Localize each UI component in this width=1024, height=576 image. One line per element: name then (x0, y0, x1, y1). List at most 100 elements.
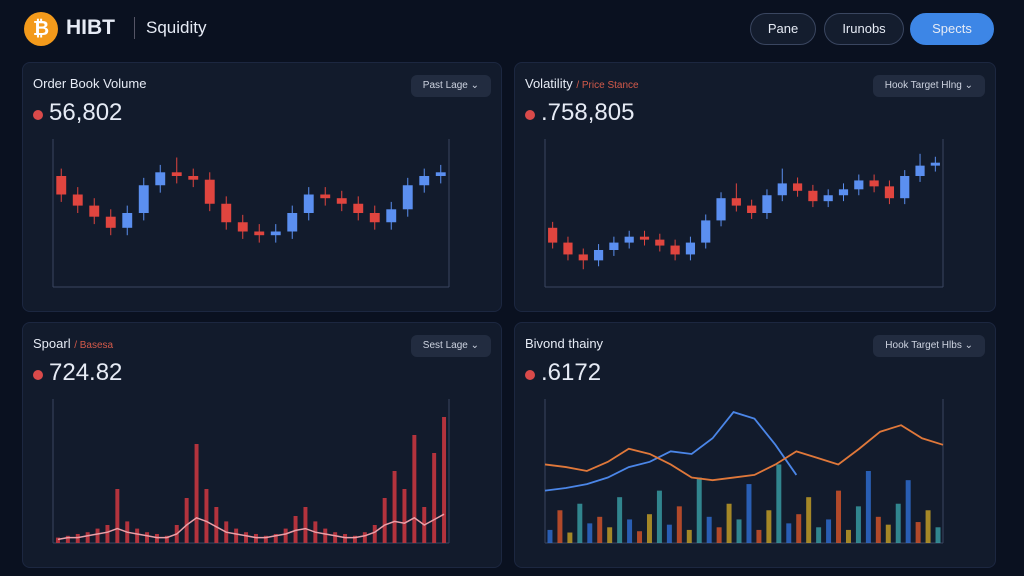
bar (855, 506, 861, 543)
bar (806, 497, 812, 543)
candle-body (188, 176, 199, 180)
value-text: .6172 (541, 359, 602, 386)
bar (646, 514, 652, 543)
bar (627, 519, 633, 543)
bar (95, 528, 100, 543)
bar (607, 527, 613, 543)
candle-body (287, 213, 298, 232)
candle-body (884, 186, 895, 199)
candle-body (435, 172, 446, 176)
bar (273, 534, 278, 543)
bar (75, 534, 80, 543)
candle-body (336, 198, 347, 204)
bar (836, 490, 842, 543)
bar (756, 529, 762, 543)
chart (52, 139, 450, 288)
candle-body (701, 220, 711, 243)
candle-body (254, 231, 265, 236)
candle-body (122, 213, 133, 228)
value-icon (33, 110, 43, 120)
bar (666, 524, 672, 543)
candle-body (670, 245, 680, 255)
bar (547, 529, 553, 543)
header: ₿ HIBT Squidity Pane Irunobs Spects (0, 0, 1024, 58)
bar (214, 507, 219, 543)
panel: Order Book Volume Past Lage ⌄ 56,802 (22, 62, 502, 312)
big-value: .758,805 (525, 99, 634, 127)
bar (263, 535, 268, 543)
dropdown[interactable]: Past Lage ⌄ (410, 75, 491, 97)
bar (442, 417, 447, 543)
bar (253, 534, 258, 543)
line (544, 424, 944, 482)
subtitle: / Price Stance (576, 80, 639, 91)
bar (905, 480, 911, 543)
panel-title: Volatility / Price Stance (525, 76, 639, 91)
dropdown[interactable]: Hook Target Hlbs ⌄ (873, 335, 985, 357)
nav-button[interactable]: Pane (750, 13, 816, 45)
bar (577, 503, 583, 543)
panel-title: Order Book Volume (33, 76, 146, 91)
big-value: 56,802 (33, 99, 122, 127)
bar (617, 497, 623, 543)
bar (412, 435, 417, 543)
bar (726, 503, 732, 543)
bar (796, 514, 802, 543)
bar (567, 532, 573, 543)
bar (716, 527, 722, 543)
candle-body (655, 239, 665, 246)
nav-button[interactable]: Spects (910, 13, 994, 45)
bar (194, 444, 199, 543)
candle-body (204, 179, 215, 204)
candle-body (56, 176, 67, 195)
bar (283, 528, 288, 543)
bar (372, 525, 377, 543)
value-icon (525, 110, 535, 120)
candle-body (171, 172, 182, 176)
bar (885, 524, 891, 543)
bar (343, 534, 348, 543)
candle-body (716, 198, 726, 221)
bar (637, 531, 643, 543)
bar (826, 519, 832, 543)
candle-body (792, 183, 803, 191)
candle-body (105, 216, 116, 228)
dropdown[interactable]: Hook Target Hlng ⌄ (872, 75, 985, 97)
bar (875, 516, 881, 543)
dropdown-label: Hook Target Hlbs (885, 340, 962, 351)
bar (362, 532, 367, 543)
value-text: .758,805 (541, 99, 635, 126)
nav-button[interactable]: Irunobs (824, 13, 904, 45)
candle-body (823, 195, 833, 202)
candle-body (808, 190, 818, 202)
panel: Volatility / Price Stance Hook Target Hln… (514, 62, 996, 312)
panel-title: Bivond thainy (525, 336, 603, 351)
big-value: 724.82 (33, 359, 122, 387)
candle-body (578, 254, 588, 261)
line (544, 411, 798, 492)
bar (676, 506, 682, 543)
logo-text: HIBT (66, 16, 115, 39)
candle-body (221, 203, 232, 223)
bar (766, 510, 772, 543)
bar (234, 528, 239, 543)
bar (776, 464, 782, 543)
bar (135, 528, 140, 543)
candle-body (593, 250, 604, 261)
candle-body (419, 176, 430, 186)
candle-body (270, 231, 281, 236)
bar (382, 498, 387, 543)
candle-body (72, 194, 83, 206)
bar (105, 525, 110, 543)
candle-body (747, 205, 757, 213)
candle-body (915, 165, 925, 176)
big-value: .6172 (525, 359, 601, 387)
bar (696, 477, 702, 543)
logo-icon: ₿ (24, 12, 58, 46)
dropdown[interactable]: Sest Lage ⌄ (410, 335, 491, 357)
bar (402, 489, 407, 543)
chart (52, 399, 450, 544)
title-text: Volatility (525, 76, 573, 91)
candle-body (838, 189, 849, 196)
